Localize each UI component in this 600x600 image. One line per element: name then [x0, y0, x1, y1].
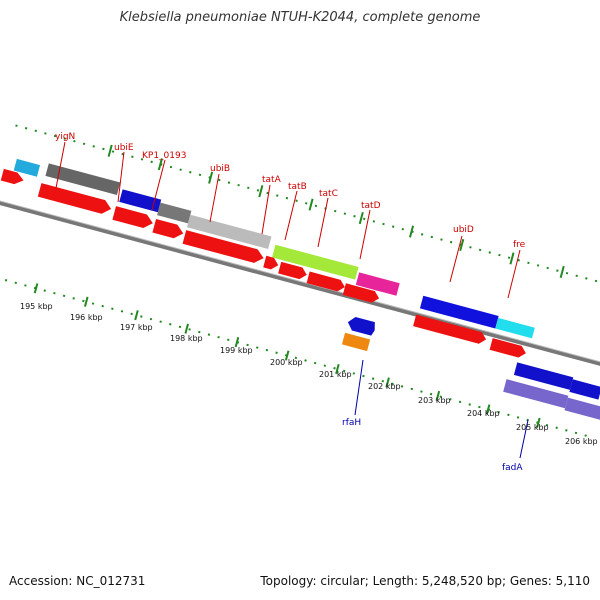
feature-purple-fadA: [503, 379, 569, 409]
tick-label-202: 202 kbp: [368, 382, 401, 391]
lower-major-ticks: [33, 283, 541, 428]
gene-label-tatB: tatB: [288, 182, 307, 192]
tick-label-205: 205 kbp: [516, 423, 549, 432]
genome-backbone: [0, 199, 600, 370]
feature-blue-rfaH: [347, 316, 375, 336]
feature-cyan-left: [13, 158, 41, 177]
map-title: Klebsiella pneumoniae NTUH-K2044, comple…: [119, 10, 481, 25]
feature-lime-tat: [272, 244, 359, 280]
tick-label-197: 197 kbp: [120, 323, 153, 332]
gene-label-ubiD: ubiD: [453, 225, 474, 235]
label-leaders: [55, 141, 521, 299]
feature-blue-ubiD: [419, 295, 499, 329]
feature-gray-1: [45, 163, 121, 196]
gene-label-yigN: yigN: [55, 132, 75, 142]
feature-purple-right: [564, 397, 600, 421]
tick-label-201: 201 kbp: [319, 370, 352, 379]
tick-label-199: 199 kbp: [220, 346, 253, 355]
gene-label-KP1_0193: KP1_0193: [142, 151, 186, 161]
gene-label-tatC: tatC: [319, 189, 338, 199]
upper-major-ticks: [107, 144, 565, 278]
label-leaders-blue: [354, 359, 529, 459]
tick-label-196: 196 kbp: [70, 313, 103, 322]
feature-cyan-fre: [495, 317, 535, 339]
tick-label-203: 203 kbp: [418, 396, 451, 405]
accession-text: Accession: NC_012731: [9, 574, 146, 588]
tick-label-198: 198 kbp: [170, 334, 203, 343]
upper-tick-track: [15, 124, 600, 293]
gene-label-tatD: tatD: [361, 201, 381, 211]
topology-text: Topology: circular; Length: 5,248,520 bp…: [260, 574, 590, 588]
lower-tick-track: [0, 271, 595, 439]
gene-label-rfaH: rfaH: [342, 418, 361, 428]
feature-orange-rfaH: [341, 332, 371, 352]
tick-label-200: 200 kbp: [270, 358, 303, 367]
feature-blue-ubiE: [119, 189, 162, 213]
gene-label-fre: fre: [513, 240, 526, 250]
tick-label-206: 206 kbp: [565, 437, 598, 446]
feature-gray-2: [157, 202, 192, 224]
feature-blue-edge: [569, 379, 600, 400]
gene-label-fadA: fadA: [502, 463, 523, 473]
feature-lightgray-ubiB: [186, 214, 272, 250]
tick-label-195: 195 kbp: [20, 302, 53, 311]
gene-label-ubiE: ubiE: [114, 143, 134, 153]
red-arrows: [0, 168, 526, 358]
tick-label-204: 204 kbp: [467, 409, 500, 418]
feature-pink-tatD: [355, 272, 400, 296]
gene-label-ubiB: ubiB: [210, 164, 230, 174]
gene-label-tatA: tatA: [262, 175, 282, 185]
feature-blue-right: [513, 362, 574, 390]
